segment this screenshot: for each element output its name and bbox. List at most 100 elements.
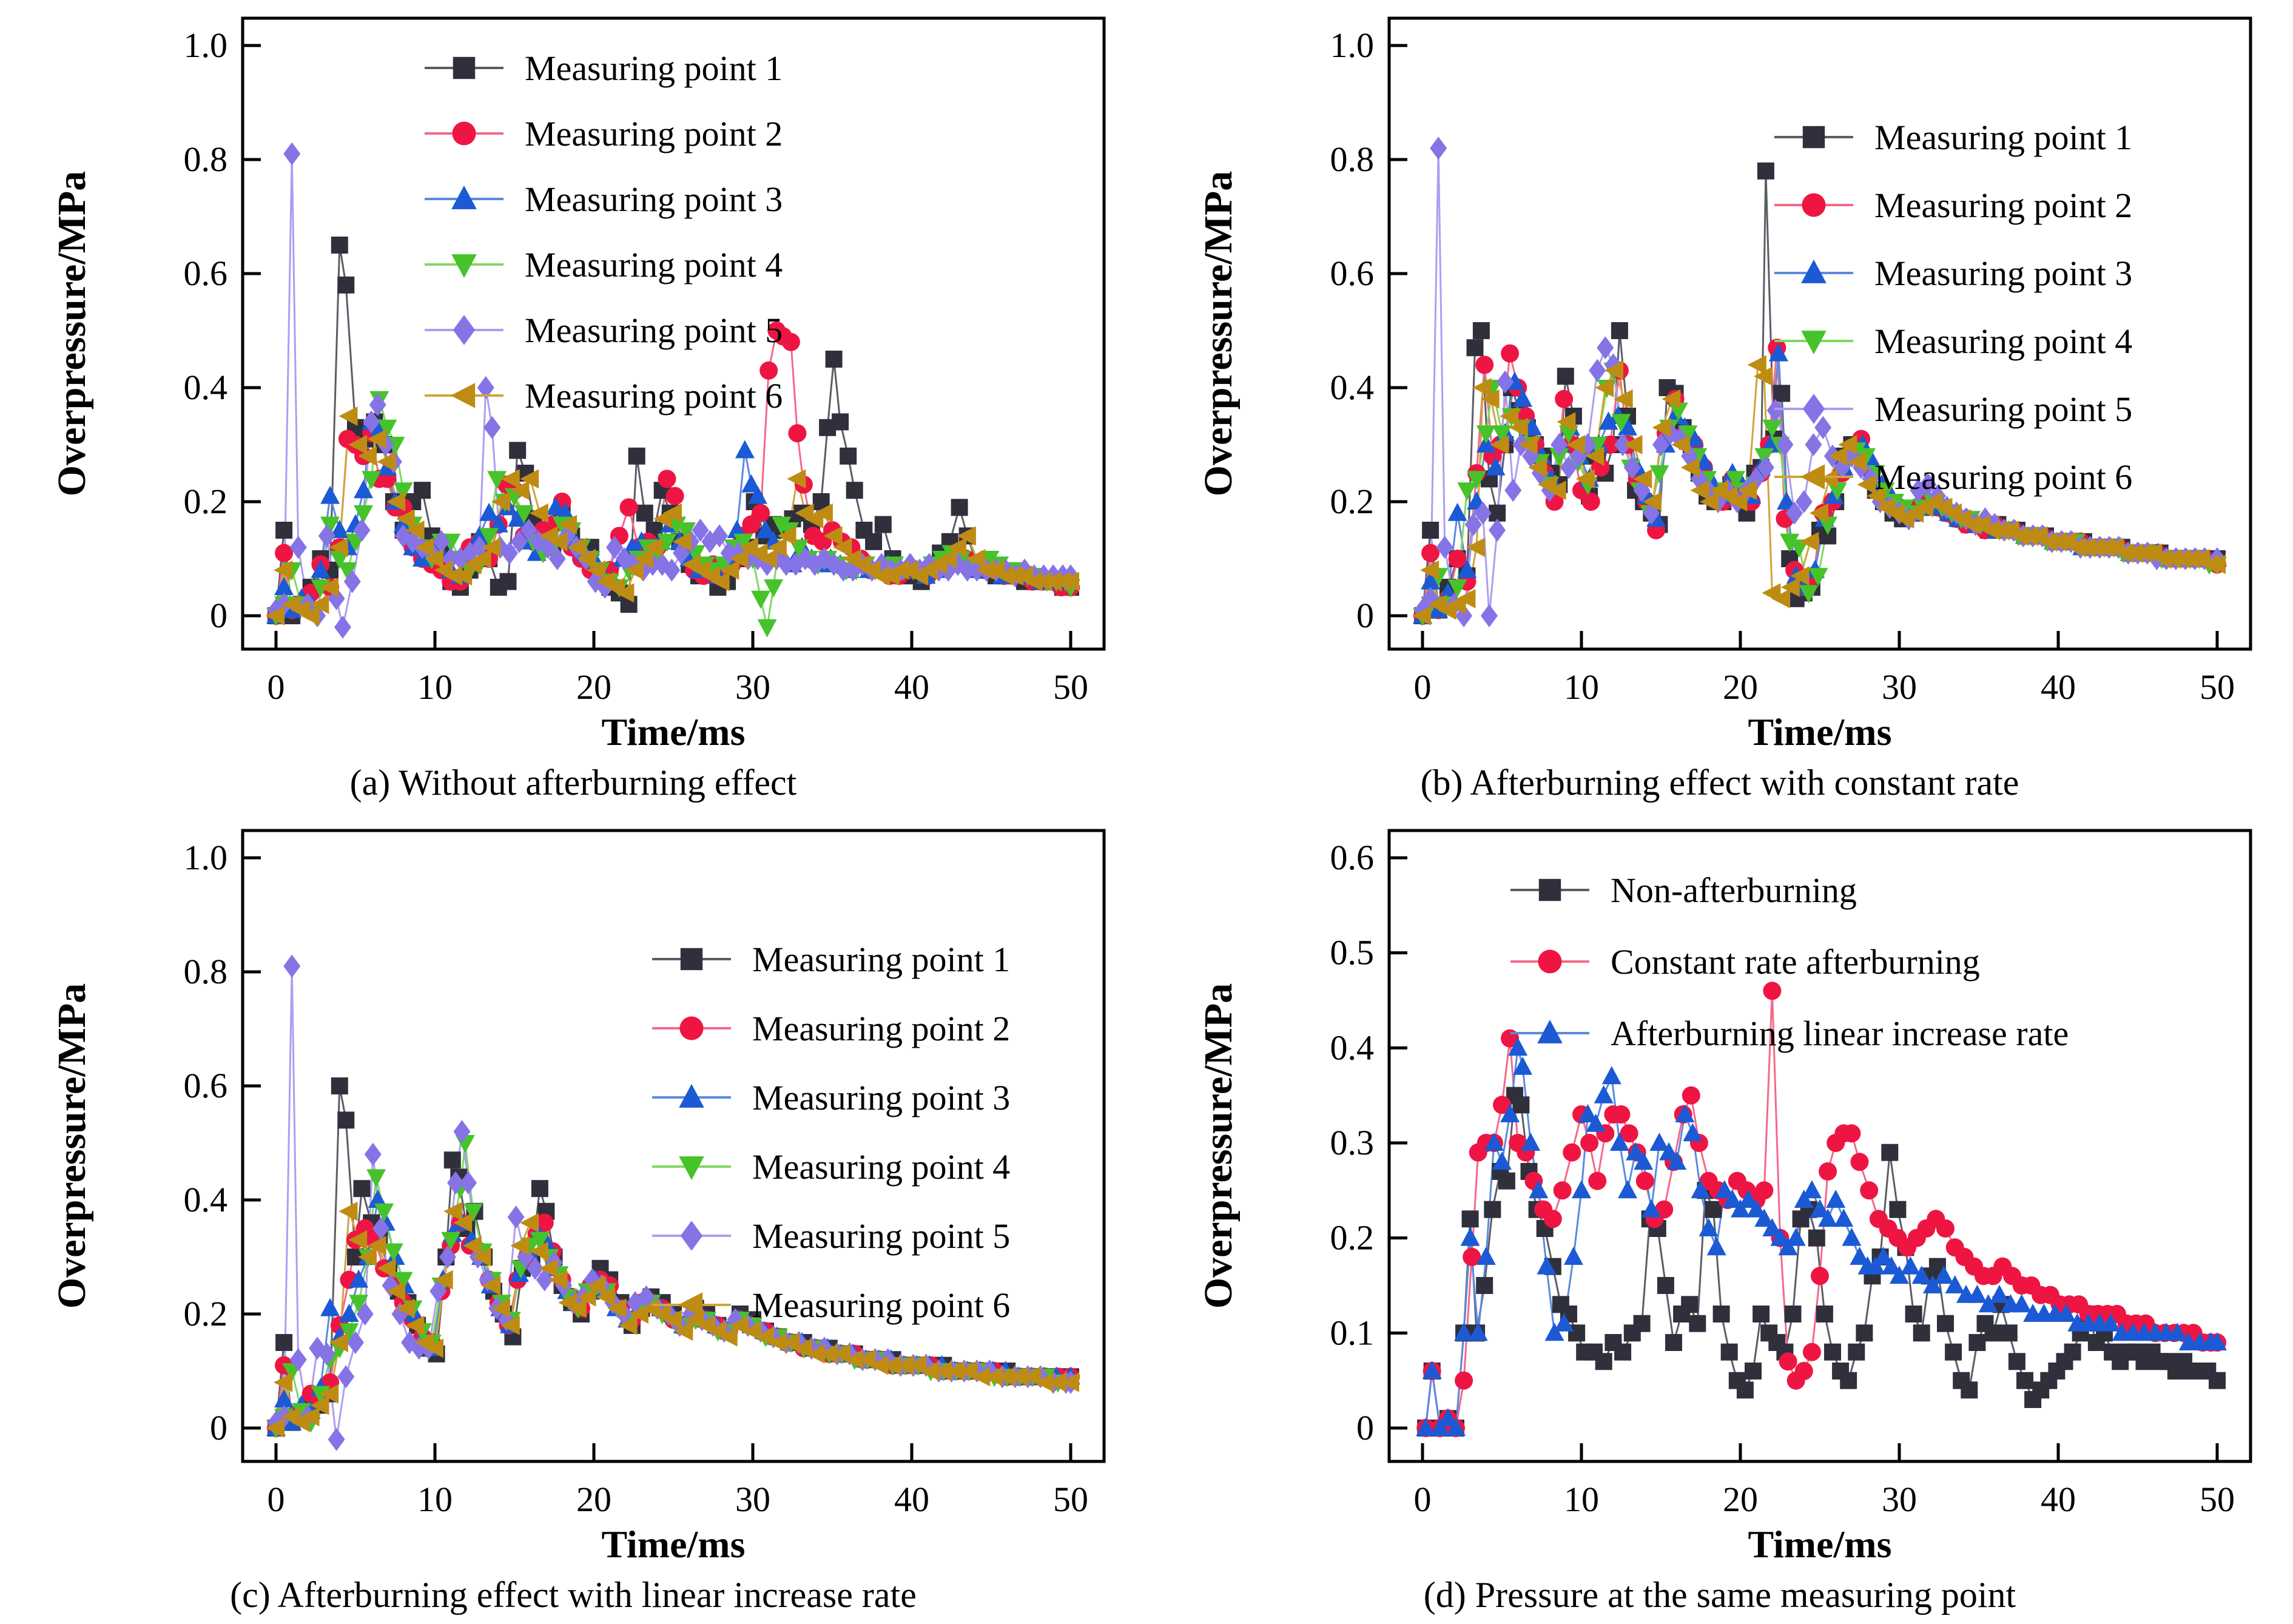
series-marker [1816, 1306, 1833, 1322]
series-marker [1757, 162, 1774, 180]
series-marker [1682, 1086, 1700, 1105]
legend-entry-label: Measuring point 6 [1874, 457, 2132, 497]
series-marker [1580, 1134, 1599, 1152]
legend-triangle-up-icon [451, 185, 477, 209]
y-axis-label: Overpressure/MPa [50, 983, 94, 1309]
series-marker [2000, 1324, 2018, 1342]
x-tick-label: 10 [1564, 667, 1599, 707]
legend-triangle-down-icon [679, 1156, 704, 1181]
x-tick-label: 20 [1723, 1480, 1758, 1519]
series-marker [1905, 1306, 1922, 1322]
series-marker [1860, 1181, 1879, 1200]
series-marker [337, 276, 355, 294]
series-marker [1826, 1190, 1846, 1208]
legend-triangle-up-icon [1801, 259, 1827, 283]
series-marker [1802, 1343, 1821, 1361]
series-marker [1689, 1315, 1706, 1332]
series-marker [1475, 355, 1494, 374]
series-marker [1422, 522, 1439, 539]
legend-entry-label: Measuring point 1 [525, 49, 783, 88]
y-tick-label: 0 [210, 1408, 227, 1447]
series-marker [1618, 1180, 1637, 1199]
series-marker [283, 954, 301, 978]
series-marker [1842, 1124, 1861, 1143]
series-marker [331, 237, 348, 254]
series-marker [1984, 1324, 2002, 1342]
legend-entry-label: Measuring point 5 [525, 311, 783, 350]
chart-a: 0 10 20 30 40 50 0 0.2 0.4 0.6 0.8 1.0 Overpressure/… [50, 16, 1106, 753]
series-marker [1945, 1343, 1962, 1361]
series-marker [1834, 1208, 1854, 1227]
series-marker [2016, 1372, 2033, 1389]
series-marker [1649, 465, 1669, 483]
series-marker [334, 615, 351, 639]
series-marker [1779, 1352, 1797, 1371]
series-marker [1840, 1372, 1857, 1389]
legend-diamond-icon [453, 315, 476, 345]
y-tick-label: 0.6 [184, 1066, 228, 1105]
panel-c-caption: (c) Afterburning effect with linear incr… [230, 1575, 917, 1615]
x-tick-label: 20 [576, 1480, 611, 1519]
series-marker [1712, 1306, 1730, 1322]
legend-entry-label: Measuring point 2 [752, 1009, 1010, 1048]
series-marker [1720, 1343, 1738, 1361]
legend-square-icon [1802, 126, 1825, 149]
series-marker [1936, 1219, 1955, 1238]
panel-a-caption: (a) Without afterburning effect [349, 763, 797, 803]
series-marker [788, 424, 807, 443]
series-marker [1597, 336, 1614, 360]
series-marker [443, 1151, 461, 1169]
series-marker [1824, 1343, 1841, 1361]
y-axis-label: Overpressure/MPa [50, 171, 94, 496]
series-marker [275, 1334, 293, 1351]
series-marker [1784, 1306, 1802, 1322]
series-marker [1901, 1256, 1921, 1275]
series-marker [1814, 416, 1832, 439]
plot-frame [1387, 16, 2252, 651]
series-marker [1455, 1371, 1473, 1390]
legend-entry-label: Measuring point 1 [1874, 118, 2132, 157]
series-marker [1842, 1227, 1862, 1246]
x-axis-label: Time/ms [601, 710, 745, 753]
series-marker [1512, 1096, 1530, 1114]
series-marker [1736, 1381, 1754, 1399]
legend-entry-label: Afterburning linear increase rate [1611, 1014, 2069, 1053]
series-marker [1489, 519, 1506, 542]
legend-square-icon [453, 56, 476, 79]
series-marker [757, 619, 777, 638]
y-tick-label: 0.1 [1330, 1313, 1375, 1352]
series-marker [636, 504, 653, 522]
series-marker [507, 1205, 525, 1229]
series-marker [825, 351, 843, 368]
legend-entry-label: Measuring point 3 [1874, 254, 2132, 293]
series-marker [1657, 1277, 1674, 1294]
x-tick-label: 30 [735, 667, 770, 707]
series-marker [1601, 1066, 1621, 1085]
legend-triangle-up-icon [679, 1083, 704, 1108]
y-axis-label: Overpressure/MPa [1196, 171, 1241, 496]
series-marker [1811, 1267, 1829, 1285]
series-marker [1968, 1334, 1986, 1351]
x-tick-label: 10 [417, 1480, 453, 1519]
series-marker [1753, 1306, 1770, 1322]
x-tick-label: 40 [894, 1480, 929, 1519]
series-marker [628, 447, 645, 465]
y-tick-label: 1.0 [184, 838, 228, 877]
legend-circle-icon [1538, 949, 1562, 974]
series-marker [1581, 493, 1600, 511]
legend-square-icon [680, 948, 703, 971]
legend-circle-icon [452, 121, 476, 146]
y-tick-label: 0 [1356, 1408, 1374, 1447]
x-axis-label: Time/ms [601, 1523, 745, 1566]
x-tick-label: 10 [1564, 1480, 1599, 1519]
series-marker [1543, 1210, 1562, 1228]
series-marker [1881, 1144, 1899, 1161]
series-marker [2008, 1353, 2025, 1370]
y-tick-label: 0.2 [184, 482, 228, 521]
y-tick-label: 0.4 [184, 1180, 228, 1219]
series-marker [275, 522, 293, 539]
x-tick-label: 50 [2200, 667, 2235, 707]
panel-d: 0 10 20 30 40 50 0 0.1 0.2 0.3 0.4 0.5 0.6 Overpressu… [1146, 812, 2293, 1624]
series-marker [619, 498, 638, 517]
legend-entry-label: Measuring point 5 [1874, 389, 2132, 429]
